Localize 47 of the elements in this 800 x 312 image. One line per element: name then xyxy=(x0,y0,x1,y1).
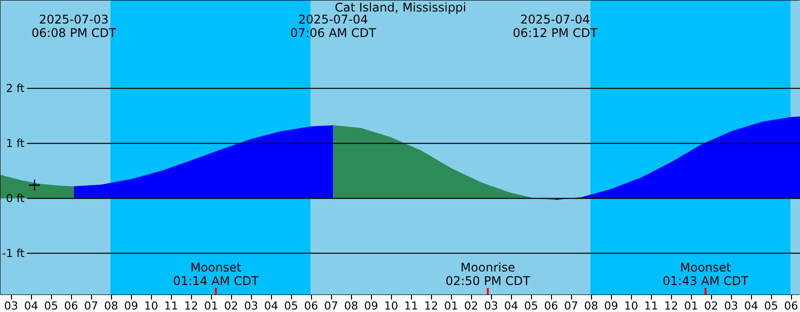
y-tick-label: 2 ft xyxy=(6,82,26,95)
x-tick-label: 11 xyxy=(164,300,178,312)
x-tick-label: 05 xyxy=(524,300,538,312)
x-tick-label: 08 xyxy=(104,300,118,312)
x-tick-label: 02 xyxy=(704,300,718,312)
x-tick-label: 06 xyxy=(544,300,558,312)
x-tick-label: 05 xyxy=(284,300,298,312)
x-tick-label: 10 xyxy=(384,300,398,312)
ref-line-label: Moonset 01:14 AM CDT xyxy=(172,260,260,288)
x-tick-label: 10 xyxy=(144,300,158,312)
x-tick-label: 05 xyxy=(44,300,58,312)
x-tick-label: 05 xyxy=(764,300,778,312)
x-tick-label: 09 xyxy=(124,300,138,312)
x-tick-label: 12 xyxy=(424,300,438,312)
y-tick-label: 1 ft xyxy=(6,136,26,150)
x-tick-label: 03 xyxy=(244,300,258,312)
x-tick-label: 10 xyxy=(624,300,638,312)
x-tick-label: 07 xyxy=(324,300,338,312)
x-tick-label: 02 xyxy=(224,300,238,312)
x-tick-label: 09 xyxy=(364,300,378,312)
x-tick-label: 04 xyxy=(24,300,38,312)
x-tick-label: 06 xyxy=(304,300,318,312)
chart-title: Cat Island, Mississippi xyxy=(334,0,466,14)
x-tick-label: 08 xyxy=(584,300,598,312)
x-tick-label: 03 xyxy=(724,300,738,312)
x-tick-label: 09 xyxy=(604,300,618,312)
x-tick-label: 11 xyxy=(404,300,418,312)
x-tick-label: 07 xyxy=(84,300,98,312)
x-tick-label: 06 xyxy=(64,300,78,312)
ref-line-label: Moonset 01:43 AM CDT xyxy=(662,260,750,288)
x-tick-label: 04 xyxy=(504,300,518,312)
x-tick-label: 07 xyxy=(564,300,578,312)
x-tick-label: 02 xyxy=(464,300,478,312)
x-tick-label: 01 xyxy=(204,300,218,312)
x-tick-label: 03 xyxy=(484,300,498,312)
x-tick-label: 03 xyxy=(4,300,18,312)
y-tick-label: -1 ft xyxy=(2,246,26,260)
x-tick-label: 12 xyxy=(664,300,678,312)
x-tick-label: 04 xyxy=(264,300,278,312)
x-tick-label: 08 xyxy=(344,300,358,312)
ref-line-label: Moonrise 02:50 PM CDT xyxy=(445,260,531,288)
x-tick-label: 11 xyxy=(644,300,658,312)
x-tick-label: 01 xyxy=(684,300,698,312)
x-tick-label: 01 xyxy=(444,300,458,312)
x-tick-label: 06 xyxy=(784,300,798,312)
x-tick-label: 12 xyxy=(184,300,198,312)
x-tick-label: 04 xyxy=(744,300,758,312)
